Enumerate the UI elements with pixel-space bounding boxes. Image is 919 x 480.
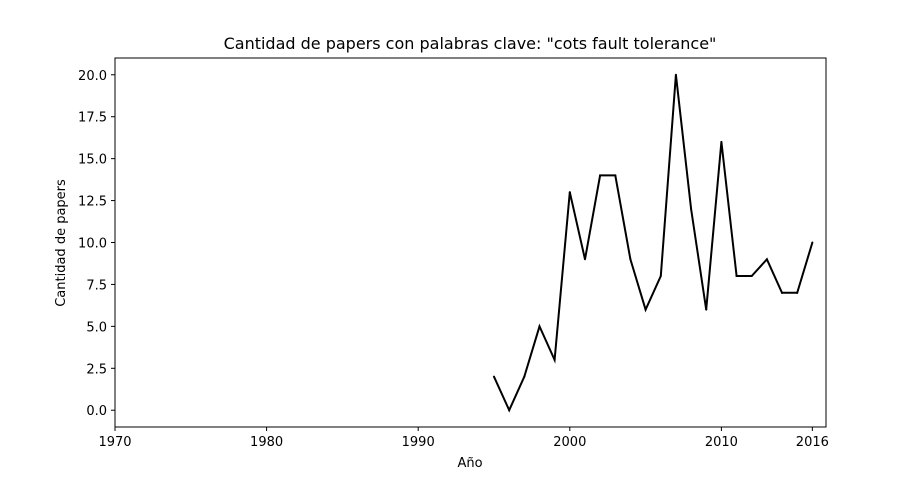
data-point: [629, 258, 632, 261]
x-axis: 1970 1980 1990 2000 2010 2016: [98, 427, 829, 450]
x-axis-label: Año: [457, 456, 482, 471]
y-tick-label: 7.5: [86, 278, 107, 293]
y-tick-label: 2.5: [86, 362, 107, 377]
x-tick-label: 2000: [553, 435, 586, 450]
y-axis-label: Cantidad de papers: [54, 179, 69, 307]
y-tick-label: 10.0: [78, 237, 107, 252]
y-tick-label: 15.0: [78, 153, 107, 168]
data-point: [508, 409, 511, 412]
data-point: [705, 308, 708, 311]
series-line: [493, 74, 814, 413]
x-tick-label: 1990: [402, 435, 435, 450]
data-point: [690, 207, 693, 210]
data-point: [674, 73, 677, 76]
data-point: [735, 275, 738, 278]
data-point: [553, 358, 556, 361]
y-tick-label: 17.5: [78, 111, 107, 126]
data-point: [811, 241, 814, 244]
y-tick-label: 0.0: [86, 404, 107, 419]
x-tick-label: 1980: [250, 435, 283, 450]
chart-title: Cantidad de papers con palabras clave: "…: [224, 34, 717, 53]
series-layer: [492, 73, 814, 413]
y-tick-label: 20.0: [78, 69, 107, 84]
data-point: [523, 375, 526, 378]
data-point: [765, 258, 768, 261]
data-point: [492, 375, 495, 378]
data-point: [599, 174, 602, 177]
x-tick-label: 1970: [98, 435, 131, 450]
data-point: [796, 291, 799, 294]
plot-area: [114, 57, 827, 428]
data-point: [659, 275, 662, 278]
data-point: [720, 140, 723, 143]
y-tick-label: 5.0: [86, 320, 107, 335]
data-point: [781, 291, 784, 294]
x-tick-label: 2016: [796, 435, 829, 450]
data-point: [750, 275, 753, 278]
data-point: [583, 258, 586, 261]
data-point: [538, 325, 541, 328]
data-point: [614, 174, 617, 177]
data-point: [644, 308, 647, 311]
data-point: [568, 191, 571, 194]
y-axis: 0.0 2.5 5.0 7.5 10.0 12.5 15.0 17.5 20.0: [78, 69, 115, 419]
x-tick-label: 2010: [705, 435, 738, 450]
y-tick-label: 12.5: [78, 195, 107, 210]
